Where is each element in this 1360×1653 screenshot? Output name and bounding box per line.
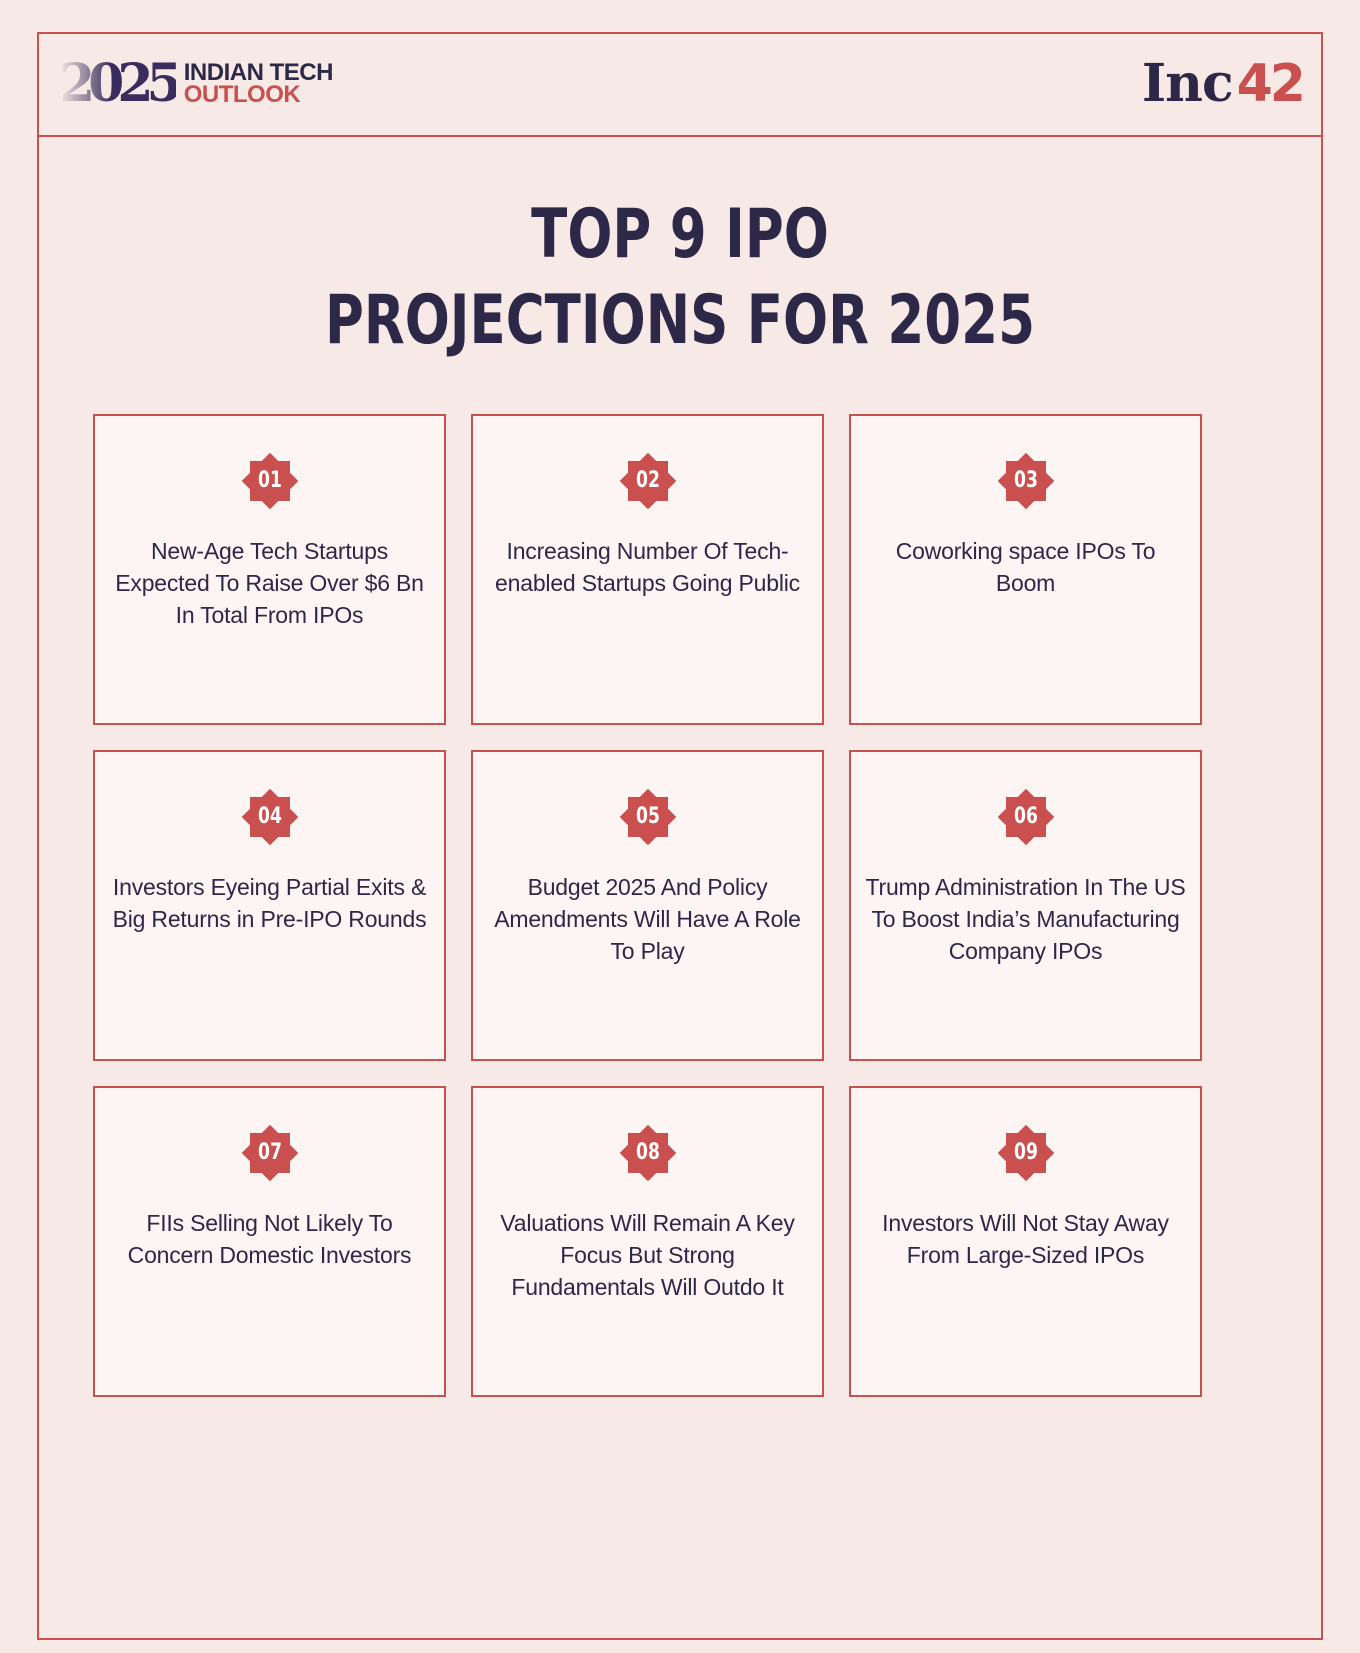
brand-line-2: OUTLOOK xyxy=(183,81,301,108)
projection-number: 06 xyxy=(1013,804,1038,829)
projection-card: 09 Investors Will Not Stay Away From Lar… xyxy=(849,1086,1202,1397)
projection-text: Trump Administration In The US To Boost … xyxy=(865,874,1186,964)
inc42-logo-word: Inc xyxy=(1141,53,1234,114)
projection-card: 01 New-Age Tech Startups Expected To Rai… xyxy=(93,414,446,725)
brand-year: 2025 xyxy=(59,53,183,114)
projection-card: 07 FIIs Selling Not Likely To Concern Do… xyxy=(93,1086,446,1397)
projection-text: Valuations Will Remain A Key Focus But S… xyxy=(500,1210,795,1300)
projection-number: 03 xyxy=(1013,468,1038,493)
projections-grid: 01 New-Age Tech Startups Expected To Rai… xyxy=(93,414,1203,1397)
projection-text: Investors Will Not Stay Away From Large-… xyxy=(882,1210,1169,1268)
projection-text: Coworking space IPOs To Boom xyxy=(895,538,1156,596)
projection-number: 07 xyxy=(257,1140,282,1165)
page-title-line-1: TOP 9 IPO xyxy=(531,195,829,274)
projection-card: 02 Increasing Number Of Tech-enabled Sta… xyxy=(471,414,824,725)
projection-card: 08 Valuations Will Remain A Key Focus Bu… xyxy=(471,1086,824,1397)
projection-number: 09 xyxy=(1013,1140,1038,1165)
star-badge-icon: 01 xyxy=(237,448,303,514)
brand-text: INDIAN TECH OUTLOOK xyxy=(183,59,334,108)
projection-number: 02 xyxy=(635,468,660,493)
projection-number: 08 xyxy=(635,1140,660,1165)
header-bar: 2025 INDIAN TECH OUTLOOK Inc 42 xyxy=(39,34,1321,137)
projection-card: 03 Coworking space IPOs To Boom xyxy=(849,414,1202,725)
projection-text: Increasing Number Of Tech-enabled Startu… xyxy=(495,538,800,596)
page-title-line-2: PROJECTIONS FOR 2025 xyxy=(324,281,1035,360)
projection-text: Investors Eyeing Partial Exits & Big Ret… xyxy=(112,874,427,932)
projection-card: 06 Trump Administration In The US To Boo… xyxy=(849,750,1202,1061)
projection-text: Budget 2025 And Policy Amendments Will H… xyxy=(494,874,801,964)
star-badge-icon: 05 xyxy=(615,784,681,850)
page-title: TOP 9 IPO PROJECTIONS FOR 2025 xyxy=(180,192,1180,364)
star-badge-icon: 08 xyxy=(615,1120,681,1186)
star-badge-icon: 09 xyxy=(993,1120,1059,1186)
projection-card: 05 Budget 2025 And Policy Amendments Wil… xyxy=(471,750,824,1061)
star-badge-icon: 03 xyxy=(993,448,1059,514)
infographic-frame: 2025 INDIAN TECH OUTLOOK Inc 42 TOP 9 IP… xyxy=(37,32,1323,1640)
projection-number: 05 xyxy=(635,804,660,829)
star-badge-icon: 07 xyxy=(237,1120,303,1186)
brand-line-1: INDIAN TECH xyxy=(183,59,334,86)
star-badge-icon: 06 xyxy=(993,784,1059,850)
star-badge-icon: 02 xyxy=(615,448,681,514)
star-badge-icon: 04 xyxy=(237,784,303,850)
projection-number: 01 xyxy=(257,468,282,493)
inc42-logo-number: 42 xyxy=(1236,54,1306,114)
projection-text: New-Age Tech Startups Expected To Raise … xyxy=(115,538,424,628)
inc42-logo: Inc 42 xyxy=(1141,53,1306,115)
projection-card: 04 Investors Eyeing Partial Exits & Big … xyxy=(93,750,446,1061)
indian-tech-outlook-logo: 2025 INDIAN TECH OUTLOOK xyxy=(59,53,334,114)
projection-number: 04 xyxy=(257,804,282,829)
projection-text: FIIs Selling Not Likely To Concern Domes… xyxy=(127,1210,412,1268)
